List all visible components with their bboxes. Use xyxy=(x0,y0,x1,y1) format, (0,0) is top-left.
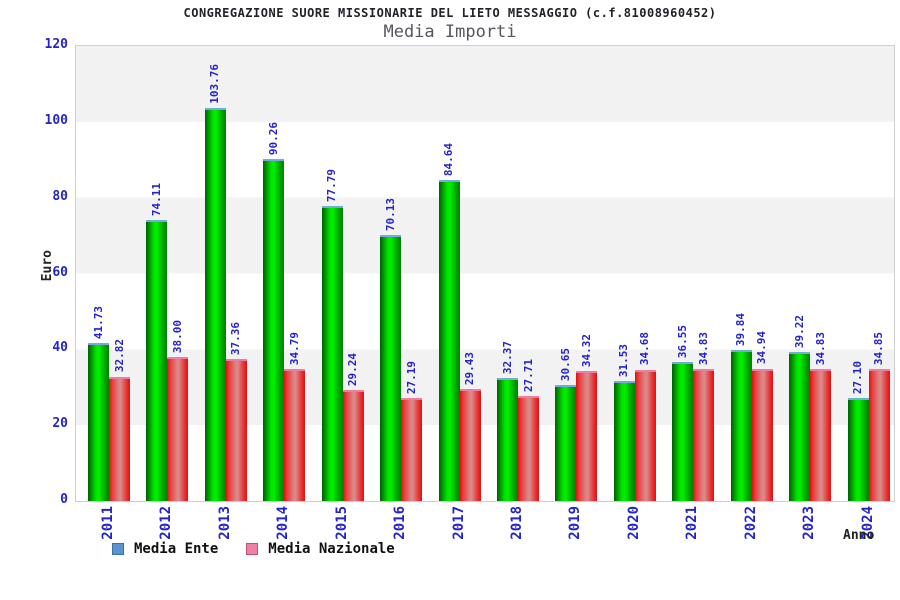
legend-swatch-media-ente xyxy=(112,543,124,555)
x-tick-2016: 2016 xyxy=(392,506,409,540)
bar-media-ente-2019 xyxy=(555,384,577,501)
y-tick-80: 80 xyxy=(52,188,68,204)
bar-media-nazionale-2013 xyxy=(225,359,247,501)
value-label-media-ente-2018: 32.37 xyxy=(500,341,514,375)
bar-media-ente-2016 xyxy=(380,235,402,501)
legend: Media Ente Media Nazionale xyxy=(112,541,413,557)
value-label-media-ente-2015: 77.79 xyxy=(325,168,339,203)
x-tick-2017: 2017 xyxy=(450,506,467,540)
value-label-media-nazionale-2021: 34.83 xyxy=(696,331,710,365)
bar-media-nazionale-2022 xyxy=(751,368,773,501)
value-label-media-nazionale-2014: 34.79 xyxy=(287,331,301,366)
bar-media-ente-2015 xyxy=(321,206,343,501)
chart-title: CONGREGAZIONE SUORE MISSIONARIE DEL LIET… xyxy=(183,6,717,20)
chart-subtitle: Media Importi xyxy=(383,22,517,42)
bar-media-nazionale-2020 xyxy=(634,369,656,501)
plot-area: 41.73 32.82 74.11 38.00 103.76 37.36 90.26 34.7… xyxy=(75,45,895,502)
x-tick-2022: 2022 xyxy=(742,506,759,540)
value-label-media-ente-2019: 30.65 xyxy=(558,347,572,381)
x-tick-2018: 2018 xyxy=(509,506,525,540)
bar-media-ente-2017 xyxy=(438,180,460,501)
value-label-media-ente-2017: 84.64 xyxy=(442,142,456,177)
value-label-media-ente-2022: 39.84 xyxy=(734,312,748,346)
x-tick-2015: 2015 xyxy=(333,506,350,540)
bar-media-nazionale-2016 xyxy=(401,397,423,501)
bar-media-nazionale-2015 xyxy=(342,390,364,501)
bar-media-ente-2014 xyxy=(263,158,285,501)
bar-media-nazionale-2017 xyxy=(459,389,481,501)
x-tick-2011: 2011 xyxy=(100,506,116,540)
value-label-media-nazionale-2019: 34.32 xyxy=(579,333,593,367)
value-label-media-ente-2013: 103.76 xyxy=(208,63,222,104)
bar-media-ente-2021 xyxy=(672,362,694,501)
bar-media-nazionale-2021 xyxy=(693,368,715,501)
bar-media-ente-2022 xyxy=(730,349,752,501)
legend-swatch-media-nazionale xyxy=(246,543,259,555)
y-tick-40: 40 xyxy=(52,340,68,356)
value-label-media-ente-2016: 70.13 xyxy=(383,197,397,232)
value-label-media-nazionale-2011: 32.82 xyxy=(112,339,126,373)
legend-label-media-nazionale: Media Nazionale xyxy=(268,541,395,557)
value-label-media-nazionale-2018: 27.71 xyxy=(521,358,535,392)
value-label-media-nazionale-2015: 29.24 xyxy=(346,353,360,387)
bar-media-ente-2018 xyxy=(497,378,518,501)
x-tick-2014: 2014 xyxy=(275,506,292,540)
x-tick-2013: 2013 xyxy=(216,506,233,540)
bar-media-ente-2023 xyxy=(789,352,811,501)
bar-media-nazionale-2014 xyxy=(284,369,306,501)
y-tick-120: 120 xyxy=(44,37,68,52)
value-label-media-nazionale-2022: 34.94 xyxy=(755,331,769,365)
bar-media-ente-2013 xyxy=(204,107,226,501)
value-label-media-nazionale-2024: 34.85 xyxy=(872,331,886,365)
y-tick-60: 60 xyxy=(52,264,68,280)
value-label-media-ente-2014: 90.26 xyxy=(266,121,280,155)
bar-media-ente-2020 xyxy=(613,381,635,501)
value-label-media-ente-2011: 41.73 xyxy=(91,305,105,339)
bar-media-nazionale-2019 xyxy=(576,370,598,501)
x-tick-2023: 2023 xyxy=(801,506,818,540)
value-label-media-nazionale-2012: 38.00 xyxy=(170,319,184,353)
x-axis-title: Anno xyxy=(843,528,875,543)
x-tick-2012: 2012 xyxy=(158,506,175,540)
x-tick-2020: 2020 xyxy=(625,506,642,540)
value-label-media-ente-2023: 39.22 xyxy=(792,315,806,349)
value-label-media-nazionale-2023: 34.83 xyxy=(813,331,827,365)
value-label-media-ente-2021: 36.55 xyxy=(675,325,689,359)
value-label-media-nazionale-2013: 37.36 xyxy=(229,322,243,356)
bar-media-nazionale-2011 xyxy=(109,376,130,501)
bar-media-nazionale-2012 xyxy=(167,356,189,501)
value-label-media-ente-2012: 74.11 xyxy=(149,182,163,216)
bar-media-ente-2011 xyxy=(88,342,109,501)
value-label-media-nazionale-2016: 27.19 xyxy=(404,360,418,394)
value-label-media-nazionale-2017: 29.43 xyxy=(463,352,477,386)
y-tick-100: 100 xyxy=(44,112,68,128)
bar-media-ente-2012 xyxy=(146,220,168,501)
value-label-media-ente-2024: 27.10 xyxy=(851,361,865,395)
y-tick-20: 20 xyxy=(52,416,68,432)
bar-media-nazionale-2023 xyxy=(810,368,832,501)
value-label-media-nazionale-2020: 34.68 xyxy=(638,332,652,366)
x-tick-2021: 2021 xyxy=(684,506,701,540)
bar-media-nazionale-2018 xyxy=(518,395,539,501)
bar-media-ente-2024 xyxy=(847,398,869,501)
x-tick-2019: 2019 xyxy=(567,506,584,540)
legend-label-media-ente: Media Ente xyxy=(134,541,219,557)
value-label-media-ente-2020: 31.53 xyxy=(617,344,631,378)
y-tick-0: 0 xyxy=(60,492,68,507)
bar-media-nazionale-2024 xyxy=(868,368,890,501)
